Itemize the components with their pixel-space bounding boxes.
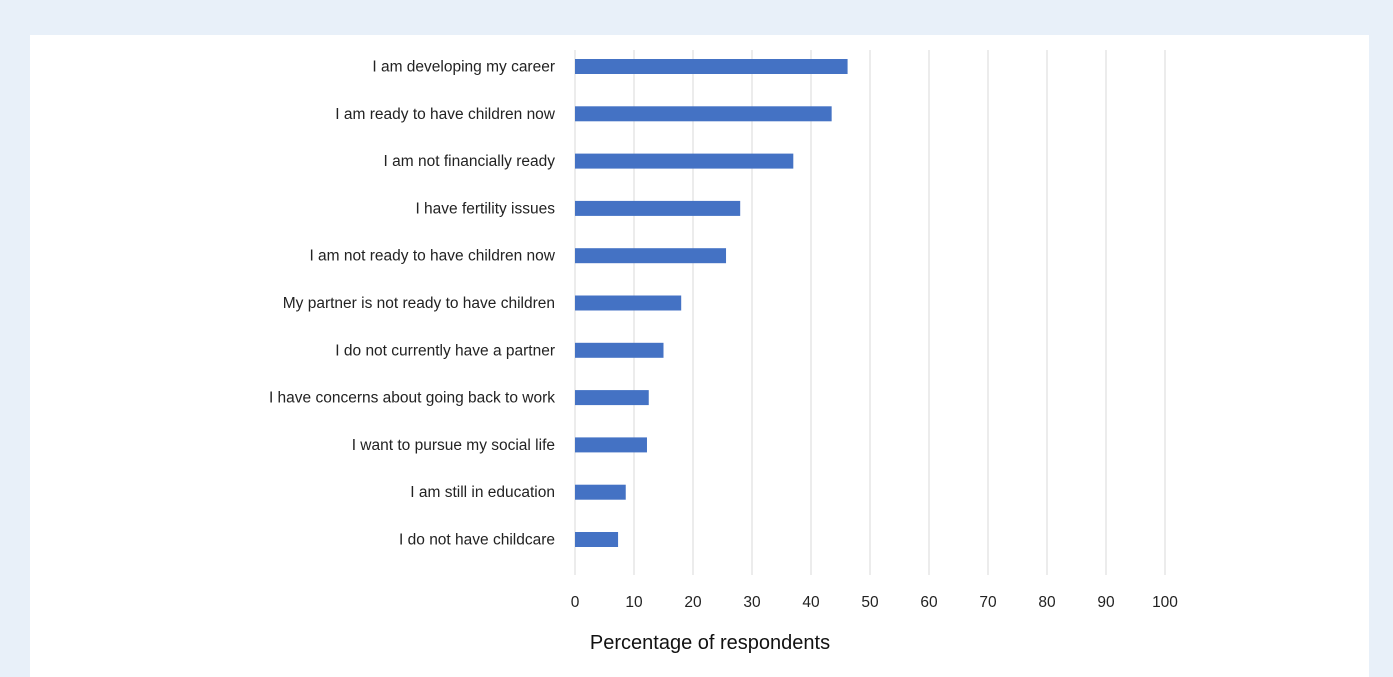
bar [575,59,848,74]
category-label: I am still in education [410,484,555,501]
category-label: I want to pursue my social life [352,437,555,454]
category-label: I do not currently have a partner [335,342,555,359]
bar [575,248,727,264]
x-tick-label: 100 [1152,594,1178,611]
bar [575,437,647,453]
bar [575,153,794,169]
category-label: I am ready to have children now [335,106,556,123]
bar-chart: I am developing my career I am ready to h… [269,50,1179,654]
x-tick-label: 40 [802,594,820,611]
bars [575,59,848,547]
x-tick-label: 30 [743,594,761,611]
x-tick-label: 60 [920,594,938,611]
category-labels: I am developing my career I am ready to h… [269,59,556,549]
bar [575,295,682,311]
x-tick-label: 70 [979,594,997,611]
category-label: My partner is not ready to have children [283,295,555,312]
gridlines [574,50,1166,575]
category-label: I do not have childcare [399,532,555,549]
category-label: I am not ready to have children now [309,248,555,265]
bar [575,106,832,122]
x-tick-label: 50 [861,594,879,611]
x-tick-label: 80 [1038,594,1056,611]
x-tick-label: 90 [1097,594,1115,611]
chart-panel: I am developing my career I am ready to h… [30,35,1369,677]
category-label: I am not financially ready [384,153,556,170]
bar [575,200,741,216]
category-label: I am developing my career [372,59,555,76]
bar [575,342,664,358]
category-label: I have fertility issues [415,200,555,217]
x-axis-title: Percentage of respondents [590,632,830,654]
x-tick-label: 0 [571,594,580,611]
x-tick-label: 10 [625,594,643,611]
bar [575,532,619,547]
x-tick-labels: 0 10 20 30 40 50 60 70 80 90 100 [571,594,1179,611]
bar [575,390,649,406]
bar [575,484,626,500]
category-label: I have concerns about going back to work [269,390,555,407]
x-tick-label: 20 [684,594,702,611]
